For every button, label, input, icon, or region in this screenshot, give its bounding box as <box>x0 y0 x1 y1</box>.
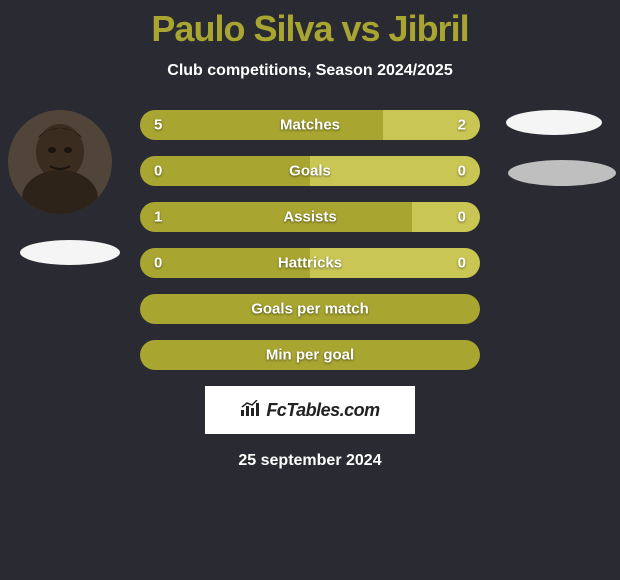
stat-bar-left <box>140 202 412 232</box>
stat-label: Min per goal <box>266 347 354 364</box>
stat-label: Goals per match <box>251 301 369 318</box>
stat-value-left: 0 <box>154 163 162 180</box>
stat-row-goals: 0 Goals 0 <box>140 156 480 186</box>
subtitle: Club competitions, Season 2024/2025 <box>0 62 620 80</box>
chart-icon <box>240 400 262 421</box>
content-area: 5 Matches 2 0 Goals 0 1 Assists 0 0 Hatt… <box>0 110 620 470</box>
stat-row-assists: 1 Assists 0 <box>140 202 480 232</box>
stat-label: Matches <box>280 117 340 134</box>
stat-value-right: 0 <box>458 255 466 272</box>
stat-row-min-per-goal: Min per goal <box>140 340 480 370</box>
footer-brand-logo: FcTables.com <box>205 386 415 434</box>
player-left-avatar <box>8 110 112 214</box>
stat-value-left: 0 <box>154 255 162 272</box>
stat-label: Hattricks <box>278 255 342 272</box>
stat-label: Goals <box>289 163 331 180</box>
stat-bar-left <box>140 156 310 186</box>
player-left-flag-placeholder <box>20 240 120 265</box>
player-right-flag-placeholder <box>508 160 616 186</box>
stat-value-left: 1 <box>154 209 162 226</box>
date-text: 25 september 2024 <box>10 452 610 470</box>
stat-row-hattricks: 0 Hattricks 0 <box>140 248 480 278</box>
stat-bar-right <box>310 156 480 186</box>
stat-bar-right <box>412 202 480 232</box>
stat-row-matches: 5 Matches 2 <box>140 110 480 140</box>
stats-bars: 5 Matches 2 0 Goals 0 1 Assists 0 0 Hatt… <box>140 110 480 370</box>
page-title: Paulo Silva vs Jibril <box>0 0 620 50</box>
footer-brand-text: FcTables.com <box>266 400 379 421</box>
player-right-avatar-placeholder <box>506 110 602 135</box>
stat-bar-left <box>140 110 383 140</box>
stat-label: Assists <box>283 209 336 226</box>
stat-value-right: 2 <box>458 117 466 134</box>
stat-row-goals-per-match: Goals per match <box>140 294 480 324</box>
stat-value-right: 0 <box>458 209 466 226</box>
stat-value-left: 5 <box>154 117 162 134</box>
stat-value-right: 0 <box>458 163 466 180</box>
